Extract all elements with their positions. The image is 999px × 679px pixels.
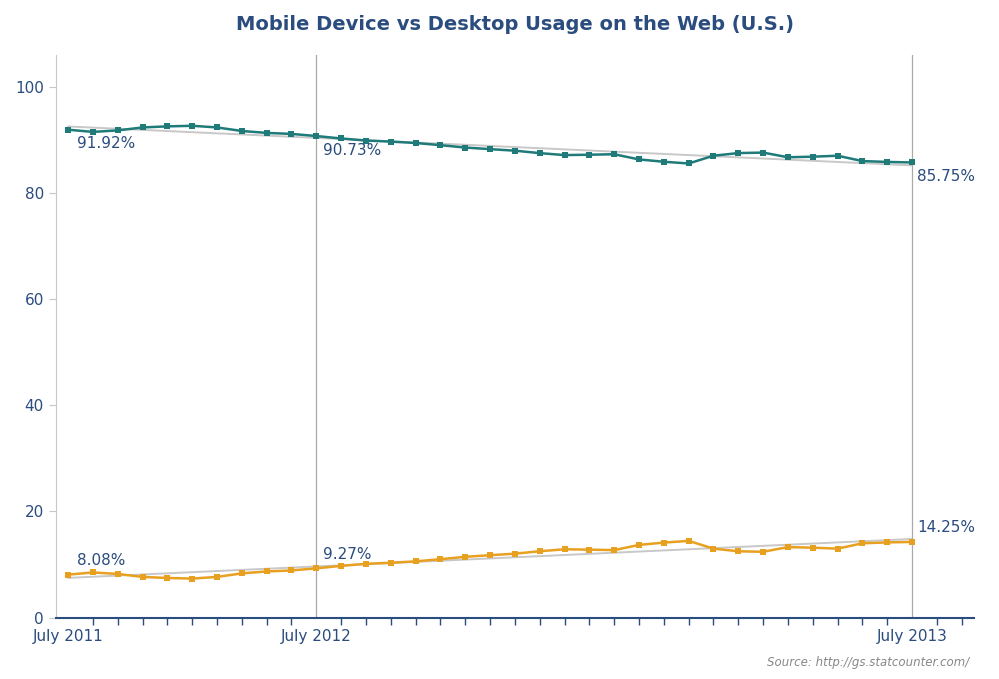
- Text: 14.25%: 14.25%: [917, 520, 975, 535]
- Text: 8.08%: 8.08%: [77, 553, 125, 568]
- Text: 91.92%: 91.92%: [77, 136, 135, 151]
- Text: Source: http://gs.statcounter.com/: Source: http://gs.statcounter.com/: [767, 656, 969, 669]
- Text: 9.27%: 9.27%: [323, 547, 371, 562]
- Text: 85.75%: 85.75%: [917, 169, 975, 184]
- Text: 90.73%: 90.73%: [323, 143, 381, 158]
- Title: Mobile Device vs Desktop Usage on the Web (U.S.): Mobile Device vs Desktop Usage on the We…: [236, 15, 794, 34]
